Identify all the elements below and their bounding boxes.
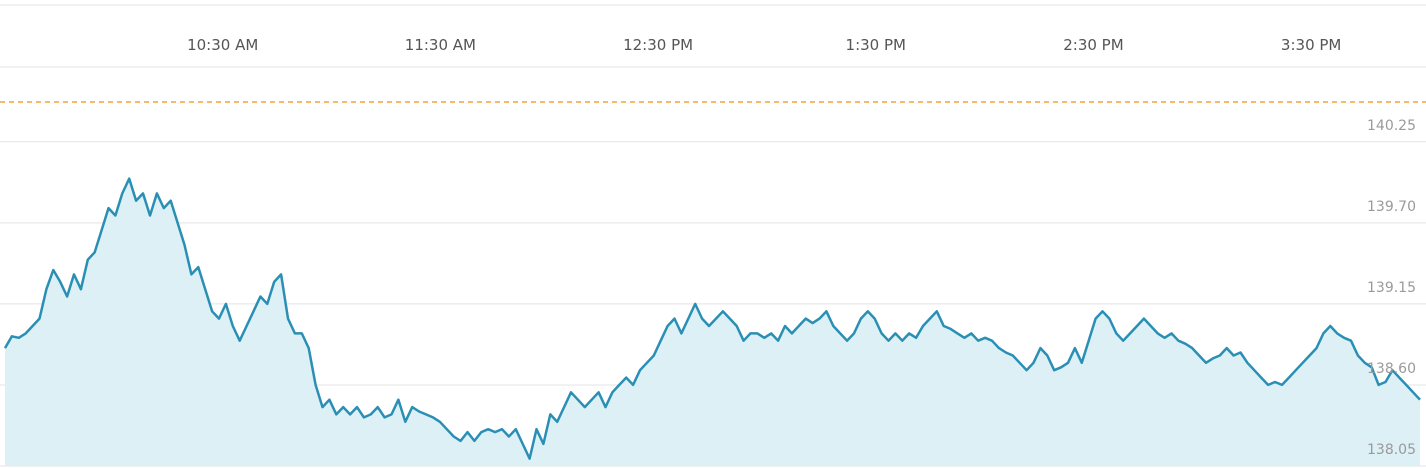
x-tick-label: 10:30 AM [187, 36, 258, 54]
x-tick-label: 2:30 PM [1063, 36, 1123, 54]
x-axis-ticks: 10:30 AM 11:30 AM 12:30 PM 1:30 PM 2:30 PM 3:… [187, 36, 1341, 54]
price-line [3, 177, 1421, 460]
y-tick-label: 139.15 [1367, 280, 1416, 296]
x-tick-label: 3:30 PM [1281, 36, 1341, 54]
x-tick-label: 12:30 PM [623, 36, 693, 54]
x-tick-label: 1:30 PM [846, 36, 906, 54]
y-tick-label: 140.25 [1367, 118, 1416, 134]
x-tick-label: 11:30 AM [405, 36, 476, 54]
y-tick-label: 138.60 [1367, 361, 1416, 377]
y-axis-ticks: 140.25 139.70 139.15 138.60 138.05 [1367, 118, 1416, 458]
y-tick-label: 139.70 [1367, 199, 1416, 215]
price-area-fill [5, 178, 1420, 466]
y-tick-label: 138.05 [1367, 442, 1416, 458]
